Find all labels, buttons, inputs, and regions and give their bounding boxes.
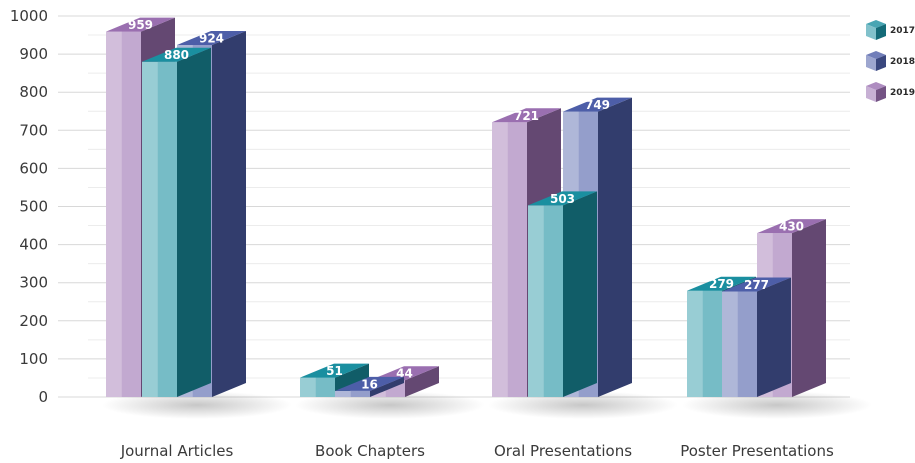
data-label: 749	[585, 98, 610, 112]
data-label: 51	[326, 364, 343, 378]
x-tick-label: Oral Presentations	[494, 442, 632, 460]
bar-front-highlight	[737, 291, 757, 397]
y-tick-label: 600	[19, 159, 48, 177]
legend-label: 2019	[890, 88, 915, 98]
legend-swatch-left	[866, 55, 876, 71]
bar-2018-poster-presentations: 277	[722, 277, 791, 397]
y-tick-label: 200	[19, 312, 48, 330]
bar-side-face	[405, 366, 439, 397]
data-label: 277	[744, 278, 769, 292]
bar-side-face	[757, 277, 791, 397]
y-tick-label: 400	[19, 236, 48, 254]
bar-shadow	[102, 391, 292, 419]
bar-shadow	[488, 391, 678, 419]
bar-shadow	[682, 391, 872, 419]
bar-top-face	[528, 191, 597, 206]
bar-side-face	[177, 47, 211, 397]
y-tick-label: 500	[19, 198, 48, 216]
y-tick-label: 100	[19, 350, 48, 368]
bar-front-highlight	[315, 377, 335, 397]
legend-swatch-right	[876, 86, 886, 102]
data-label: 503	[550, 192, 575, 206]
bar-top-face	[563, 97, 632, 112]
legend-label: 2018	[890, 57, 915, 67]
bar-front-highlight	[157, 61, 177, 397]
bar-top-face	[142, 47, 211, 62]
data-label: 880	[164, 48, 189, 62]
x-tick-label: Poster Presentations	[680, 442, 834, 460]
bar-2018-book-chapters: 16	[335, 376, 404, 397]
y-tick-label: 700	[19, 121, 48, 139]
y-tick-label: 0	[38, 388, 48, 406]
bar-front-highlight	[702, 290, 722, 397]
legend-item-2018[interactable]: 2018	[866, 51, 915, 71]
x-axis: Journal Articles Book Chapters Oral Presen…	[120, 442, 834, 460]
bar-front-highlight	[121, 31, 141, 397]
data-label: 16	[361, 377, 378, 391]
bar-front-highlight	[543, 205, 563, 397]
legend-swatch-left	[866, 24, 876, 40]
bar-side-face	[792, 219, 826, 397]
data-label: 924	[199, 31, 224, 45]
bar-top-face	[300, 363, 369, 378]
bar-top-face	[687, 276, 756, 291]
bar-2017-journal-articles: 880	[142, 47, 211, 397]
data-label: 279	[709, 277, 734, 291]
bar-top-face	[335, 376, 404, 391]
bar-top-face	[722, 277, 791, 292]
bar-front-highlight	[507, 122, 527, 397]
legend-item-2017[interactable]: 2017	[866, 20, 915, 40]
legend-swatch-left	[866, 86, 876, 102]
bar-top-face	[106, 17, 175, 32]
y-tick-label: 300	[19, 274, 48, 292]
bar-front-highlight	[350, 390, 370, 397]
bar-top-face	[492, 108, 561, 123]
legend-swatch-right	[876, 24, 886, 40]
data-label: 430	[779, 220, 804, 234]
y-tick-label: 900	[19, 45, 48, 63]
data-label: 721	[514, 109, 539, 123]
bar-side-face	[370, 376, 404, 397]
bar-2017-oral-presentations: 503	[528, 191, 597, 397]
x-tick-label: Book Chapters	[315, 442, 425, 460]
legend-item-2019[interactable]: 2019	[866, 82, 915, 102]
bar-side-face	[598, 97, 632, 398]
bar-top-face	[757, 219, 826, 234]
bar-shadows	[102, 391, 872, 419]
bar-shadow	[295, 391, 485, 419]
y-tick-label: 800	[19, 83, 48, 101]
bar-top-face	[177, 30, 246, 45]
bar-top-face	[370, 366, 439, 381]
legend-label: 2017	[890, 26, 915, 36]
bar-side-face	[212, 30, 246, 398]
data-label: 959	[128, 18, 153, 32]
x-tick-label: Journal Articles	[120, 442, 234, 460]
legend[interactable]: 2017 2018 2019	[866, 20, 915, 102]
legend-swatch-right	[876, 55, 886, 71]
bar-side-face	[563, 191, 597, 397]
y-tick-label: 1000	[10, 7, 48, 25]
y-axis: 0 100 200 300 400 500 600 700 800 900 1000	[10, 7, 48, 406]
